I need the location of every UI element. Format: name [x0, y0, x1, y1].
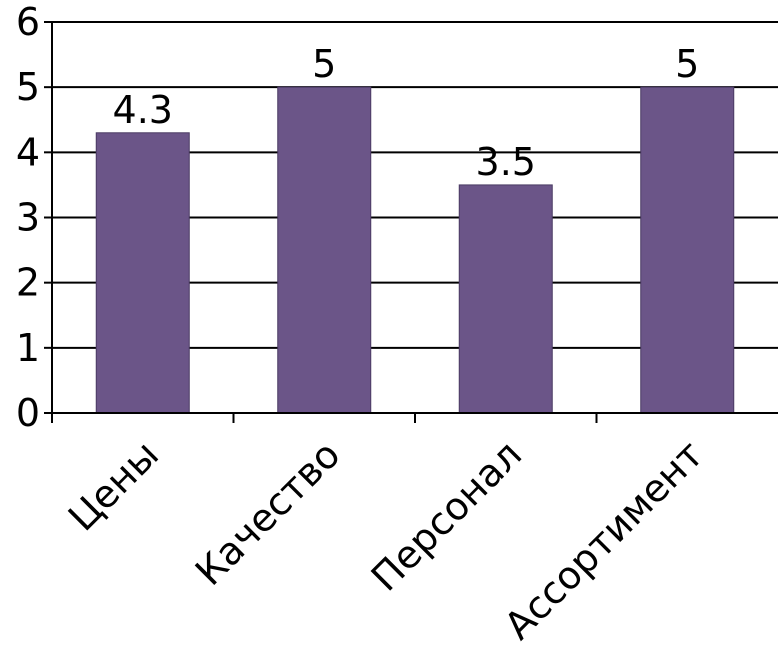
data-label: 4.3: [113, 88, 173, 132]
y-tick-label: 1: [16, 326, 40, 370]
data-label: 5: [675, 42, 699, 86]
y-tick-label: 6: [16, 0, 40, 44]
y-tick-label: 4: [16, 130, 40, 174]
bar-1: [95, 132, 190, 414]
data-label: 3.5: [476, 140, 536, 184]
y-tick-label: 0: [16, 391, 40, 435]
data-labels: 4.3 5 3.5 5: [113, 42, 700, 184]
y-tick-label: 3: [16, 196, 40, 240]
category-label: Цены: [60, 432, 167, 539]
bar-3: [458, 184, 553, 414]
x-tick-marks: [232, 413, 598, 423]
y-tick-label: 2: [16, 261, 40, 305]
y-tick-labels: 0 1 2 3 4 5 6: [16, 0, 40, 435]
y-tick-label: 5: [16, 65, 40, 109]
category-label: Качество: [187, 432, 349, 594]
bars: [95, 86, 735, 414]
bar-2: [277, 86, 372, 414]
data-label: 5: [312, 42, 336, 86]
category-label: Персонал: [363, 432, 530, 599]
bar-4: [640, 86, 735, 414]
